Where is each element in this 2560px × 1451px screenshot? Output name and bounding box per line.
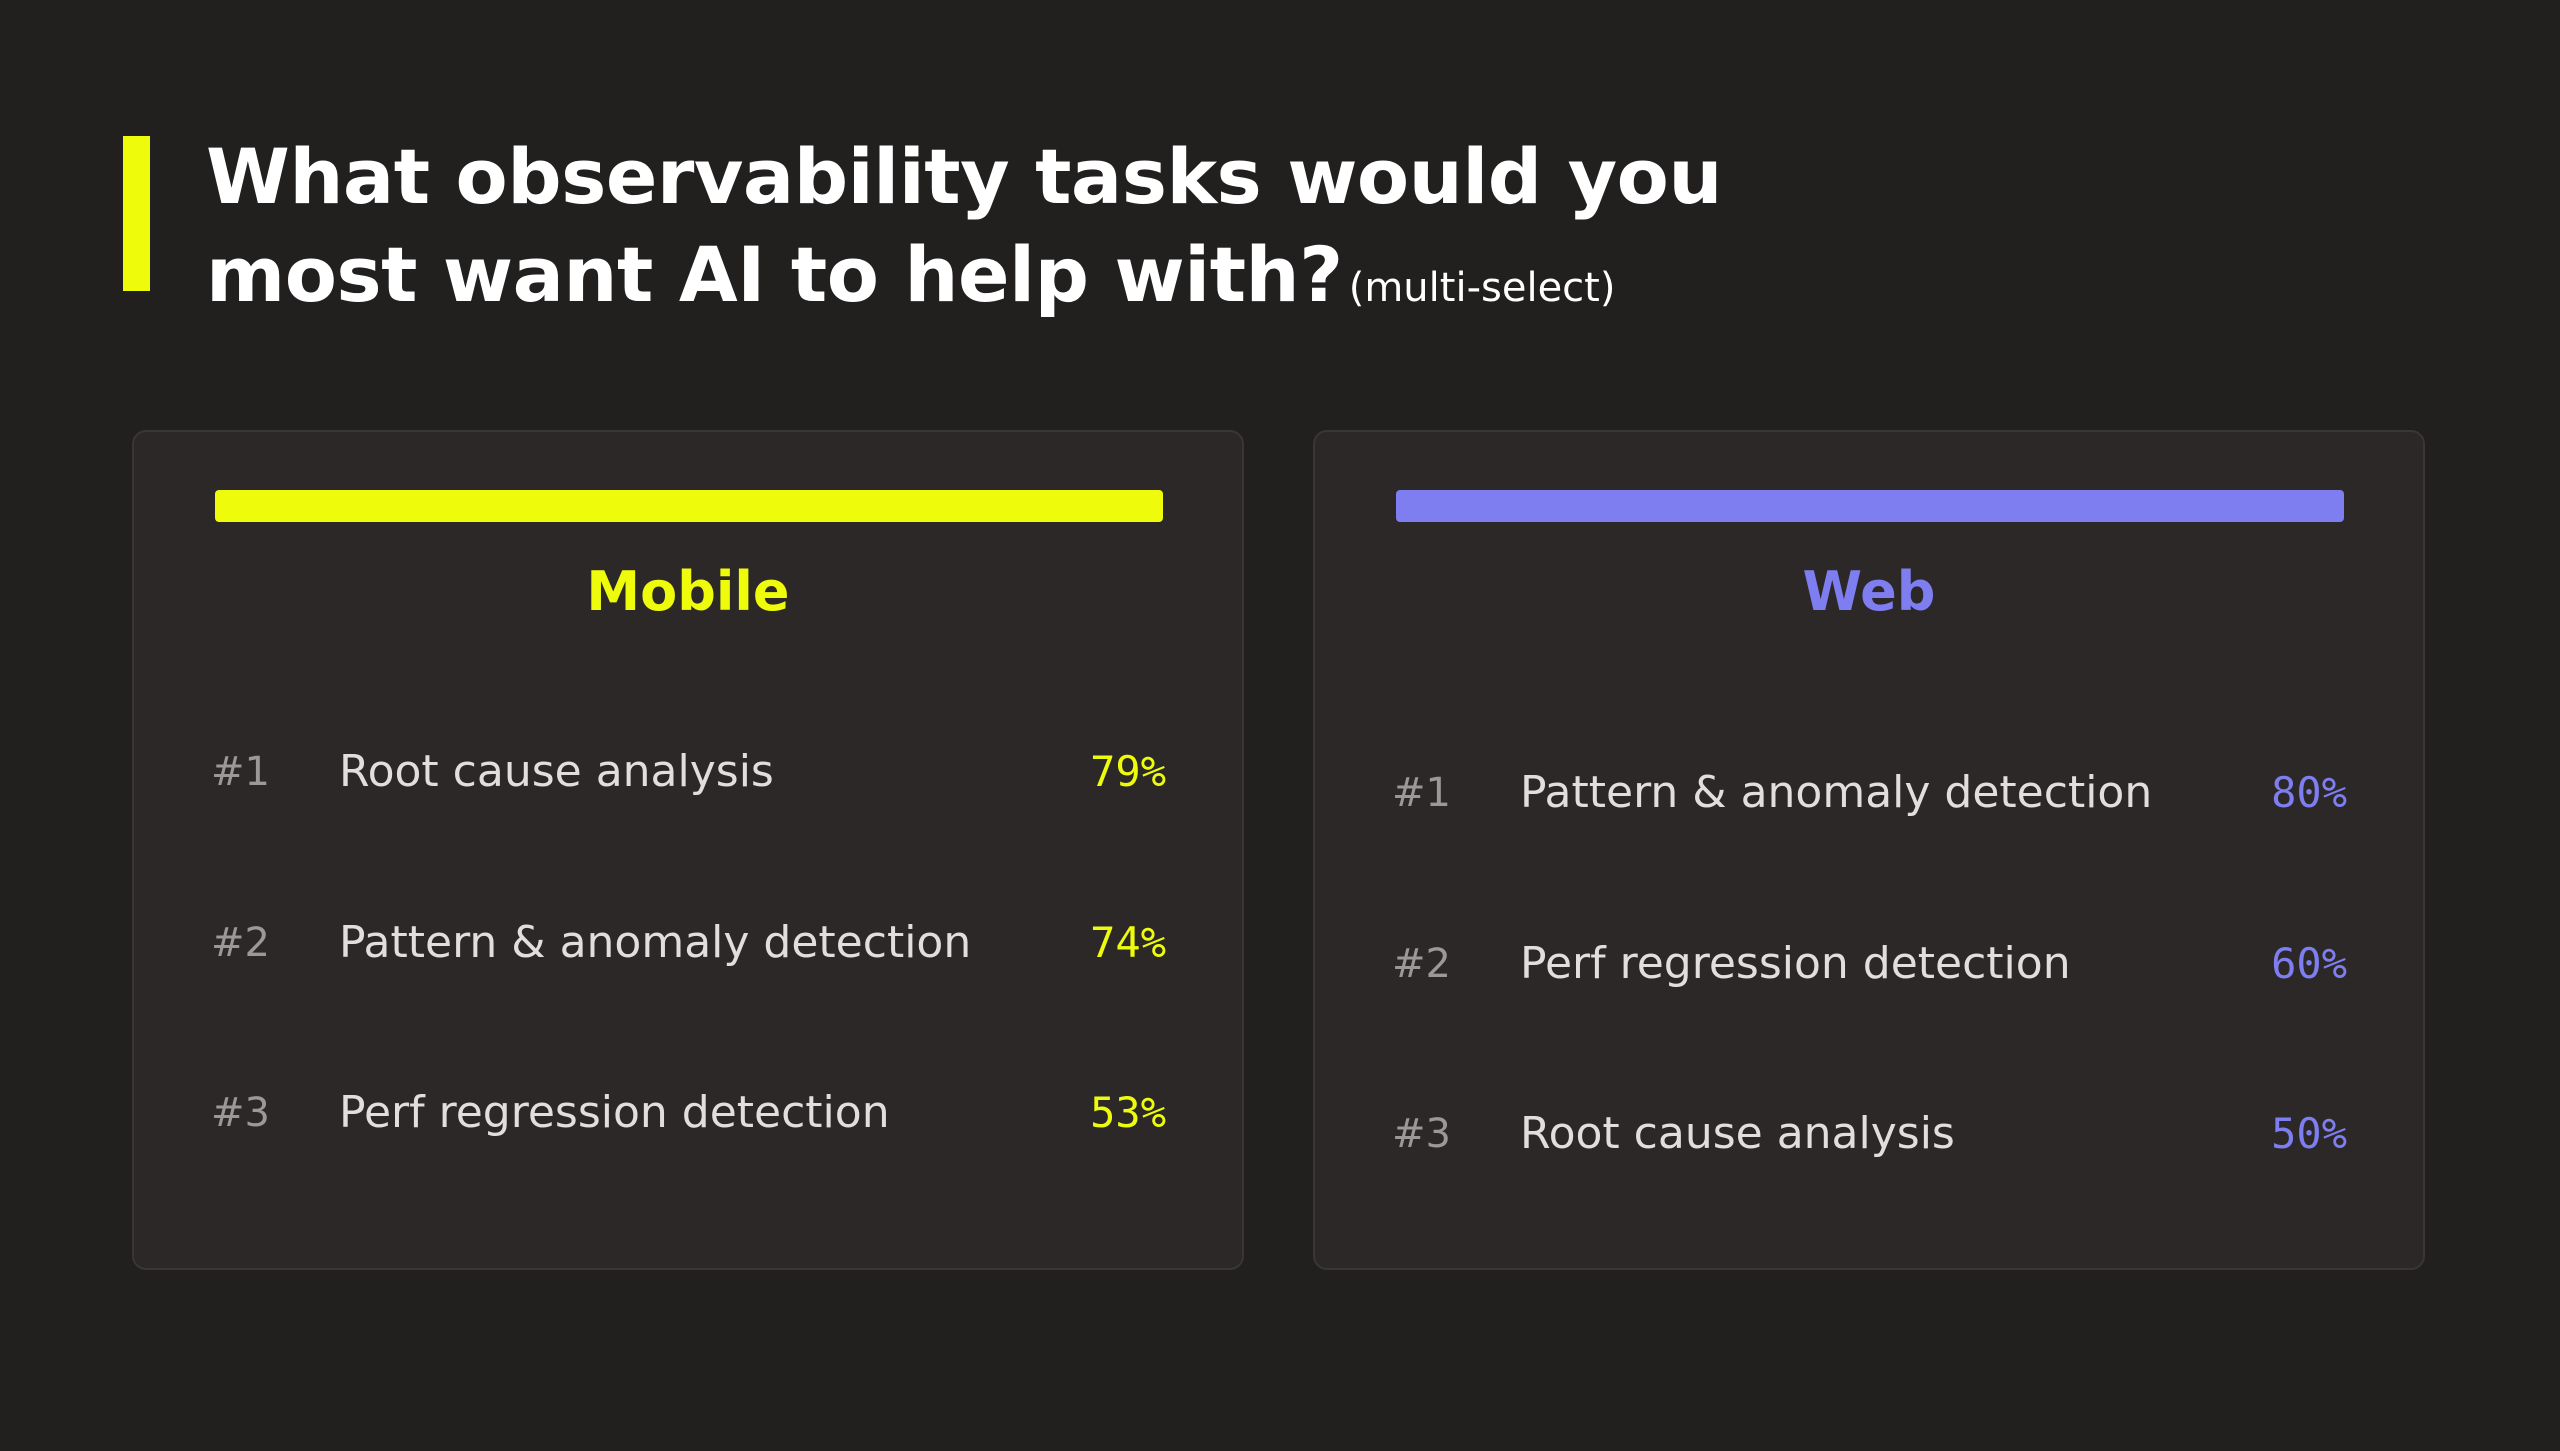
web-rank-row-1: #1 Pattern & anomaly detection 80%: [1315, 763, 2423, 823]
rank-number: #3: [1392, 1111, 1451, 1157]
multi-select-note: (multi-select): [1348, 265, 1616, 311]
mobile-rank-row-2: #2 Pattern & anomaly detection 74%: [134, 913, 1242, 973]
mobile-card: Mobile #1 Root cause analysis 79% #2 Pat…: [132, 430, 1244, 1270]
task-label: Pattern & anomaly detection: [339, 917, 972, 968]
web-card: Web #1 Pattern & anomaly detection 80% #…: [1313, 430, 2425, 1270]
task-label: Perf regression detection: [339, 1087, 890, 1138]
rank-number: #3: [211, 1090, 270, 1136]
mobile-rank-row-1: #1 Root cause analysis 79%: [134, 742, 1242, 802]
task-label: Perf regression detection: [1520, 938, 2071, 989]
mobile-card-title: Mobile: [586, 560, 790, 623]
mobile-rank-row-3: #3 Perf regression detection 53%: [134, 1083, 1242, 1143]
mobile-color-stripe: [215, 490, 1163, 522]
percent-value: 50%: [2271, 1109, 2347, 1158]
web-color-stripe: [1396, 490, 2344, 522]
task-label: Pattern & anomaly detection: [1520, 767, 2153, 818]
task-label: Root cause analysis: [339, 746, 774, 797]
percent-value: 74%: [1090, 918, 1166, 967]
rank-number: #2: [211, 920, 270, 966]
rank-number: #2: [1392, 941, 1451, 987]
title-line-2: most want AI to help with?: [206, 230, 1343, 319]
title-line-2-wrap: most want AI to help with? (multi-select): [206, 226, 1906, 337]
page-title: What observability tasks would you most …: [206, 128, 1906, 337]
task-label: Root cause analysis: [1520, 1108, 1955, 1159]
percent-value: 79%: [1090, 747, 1166, 796]
web-card-title: Web: [1802, 560, 1936, 623]
percent-value: 80%: [2271, 768, 2347, 817]
title-accent-bar: [123, 136, 150, 291]
percent-value: 60%: [2271, 939, 2347, 988]
percent-value: 53%: [1090, 1088, 1166, 1137]
web-rank-row-3: #3 Root cause analysis 50%: [1315, 1104, 2423, 1164]
web-rank-row-2: #2 Perf regression detection 60%: [1315, 934, 2423, 994]
rank-number: #1: [211, 749, 270, 795]
title-line-1: What observability tasks would you: [206, 132, 1723, 221]
rank-number: #1: [1392, 770, 1451, 816]
